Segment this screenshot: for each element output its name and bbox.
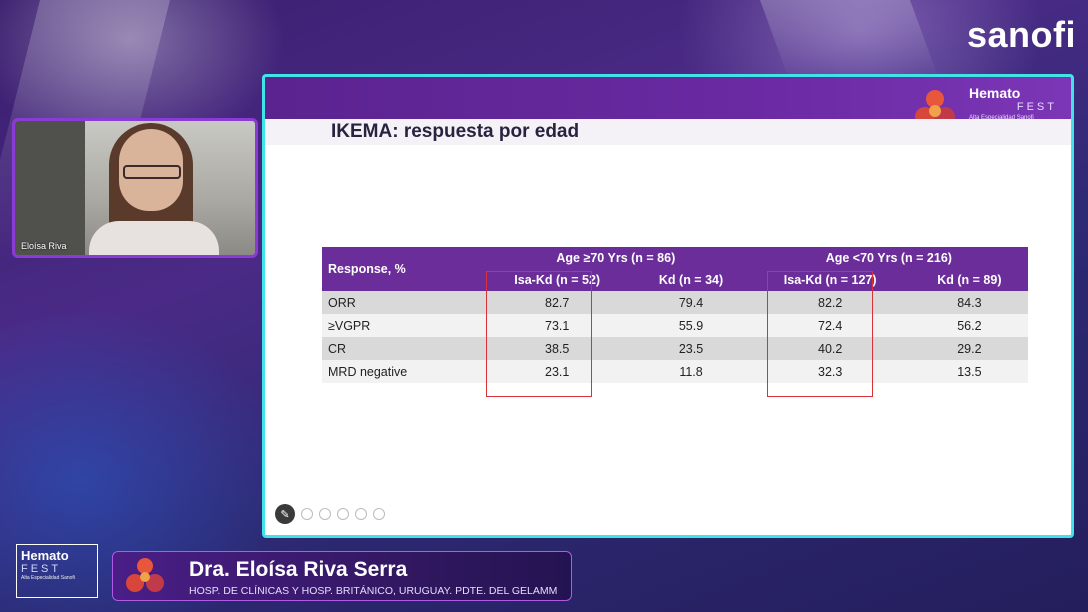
row-label: MRD negative <box>322 360 482 383</box>
presentation-slide: Hemato FEST Alta Especialidad Sanofi IKE… <box>262 74 1074 538</box>
tool-icon[interactable] <box>373 508 385 520</box>
speaker-face <box>119 129 183 211</box>
table-row: ≥VGPR 73.1 55.9 72.4 56.2 <box>322 314 1028 337</box>
slide-toolbar: ✎ <box>275 504 385 524</box>
logo-line1: Hemato <box>21 548 69 563</box>
glasses <box>123 165 181 179</box>
sanofi-logo: sanofi <box>966 14 1076 55</box>
column-header: Kd (n = 34) <box>632 269 750 291</box>
cell-value: 13.5 <box>910 360 1028 383</box>
antibody-icon <box>126 558 164 592</box>
response-table: Response, % Age ≥70 Yrs (n = 86) Age <70… <box>322 247 1028 383</box>
cell-value: 11.8 <box>632 360 750 383</box>
highlight-box-isa-kd-under-70 <box>767 271 873 397</box>
cell-value: 40.2 <box>749 337 911 360</box>
highlight-box-isa-kd-70-plus <box>486 271 592 397</box>
title-band <box>265 119 1071 145</box>
group-header-age-under-70: Age <70 Yrs (n = 216) <box>749 247 1028 269</box>
group-header-age-70-plus: Age ≥70 Yrs (n = 86) <box>482 247 750 269</box>
logo-line2: FEST <box>1016 101 1057 113</box>
cell-value: 73.1 <box>482 314 633 337</box>
column-header: Isa-Kd (n = 52) <box>482 269 633 291</box>
speaker-webcam: Eloísa Riva <box>12 118 258 258</box>
cell-value: 82.7 <box>482 291 633 314</box>
row-label: ORR <box>322 291 482 314</box>
tool-icon[interactable] <box>337 508 349 520</box>
light-beam <box>760 0 940 80</box>
cell-value: 82.2 <box>749 291 911 314</box>
table-row: CR 38.5 23.5 40.2 29.2 <box>322 337 1028 360</box>
table-row: MRD negative 23.1 11.8 32.3 13.5 <box>322 360 1028 383</box>
row-header: Response, % <box>322 247 482 291</box>
speaker-lower-third: Dra. Eloísa Riva Serra HOSP. DE CLÍNICAS… <box>112 551 572 601</box>
tool-icon[interactable] <box>301 508 313 520</box>
row-label: ≥VGPR <box>322 314 482 337</box>
cell-value: 29.2 <box>910 337 1028 360</box>
cell-value: 23.1 <box>482 360 633 383</box>
logo-tagline: Alta Especialidad Sanofi <box>21 575 75 581</box>
participant-name: Eloísa Riva <box>21 241 67 251</box>
cell-value: 32.3 <box>749 360 911 383</box>
background-wall <box>15 121 85 255</box>
speaker-name: Dra. Eloísa Riva Serra <box>189 558 408 581</box>
table-row: ORR 82.7 79.4 82.2 84.3 <box>322 291 1028 314</box>
tool-icon[interactable] <box>355 508 367 520</box>
column-header: Isa-Kd (n = 127) <box>749 269 911 291</box>
cell-value: 79.4 <box>632 291 750 314</box>
cell-value: 55.9 <box>632 314 750 337</box>
logo-line2: FEST <box>21 563 62 575</box>
tool-icon[interactable] <box>319 508 331 520</box>
slide-title: IKEMA: respuesta por edad <box>331 121 580 142</box>
cell-value: 72.4 <box>749 314 911 337</box>
cell-value: 38.5 <box>482 337 633 360</box>
cell-value: 56.2 <box>910 314 1028 337</box>
row-label: CR <box>322 337 482 360</box>
hematofest-logo-lower: Hemato FEST Alta Especialidad Sanofi <box>16 544 98 598</box>
logo-tagline: Alta Especialidad Sanofi <box>969 115 1034 121</box>
pencil-icon[interactable]: ✎ <box>275 504 295 524</box>
hematofest-logo: Hemato FEST Alta Especialidad Sanofi <box>969 85 1065 137</box>
speaker-body <box>89 221 219 255</box>
cell-value: 23.5 <box>632 337 750 360</box>
speaker-affiliation: HOSP. DE CLÍNICAS Y HOSP. BRITÁNICO, URU… <box>189 585 558 597</box>
logo-line1: Hemato <box>969 85 1021 101</box>
column-header: Kd (n = 89) <box>910 269 1028 291</box>
cell-value: 84.3 <box>910 291 1028 314</box>
